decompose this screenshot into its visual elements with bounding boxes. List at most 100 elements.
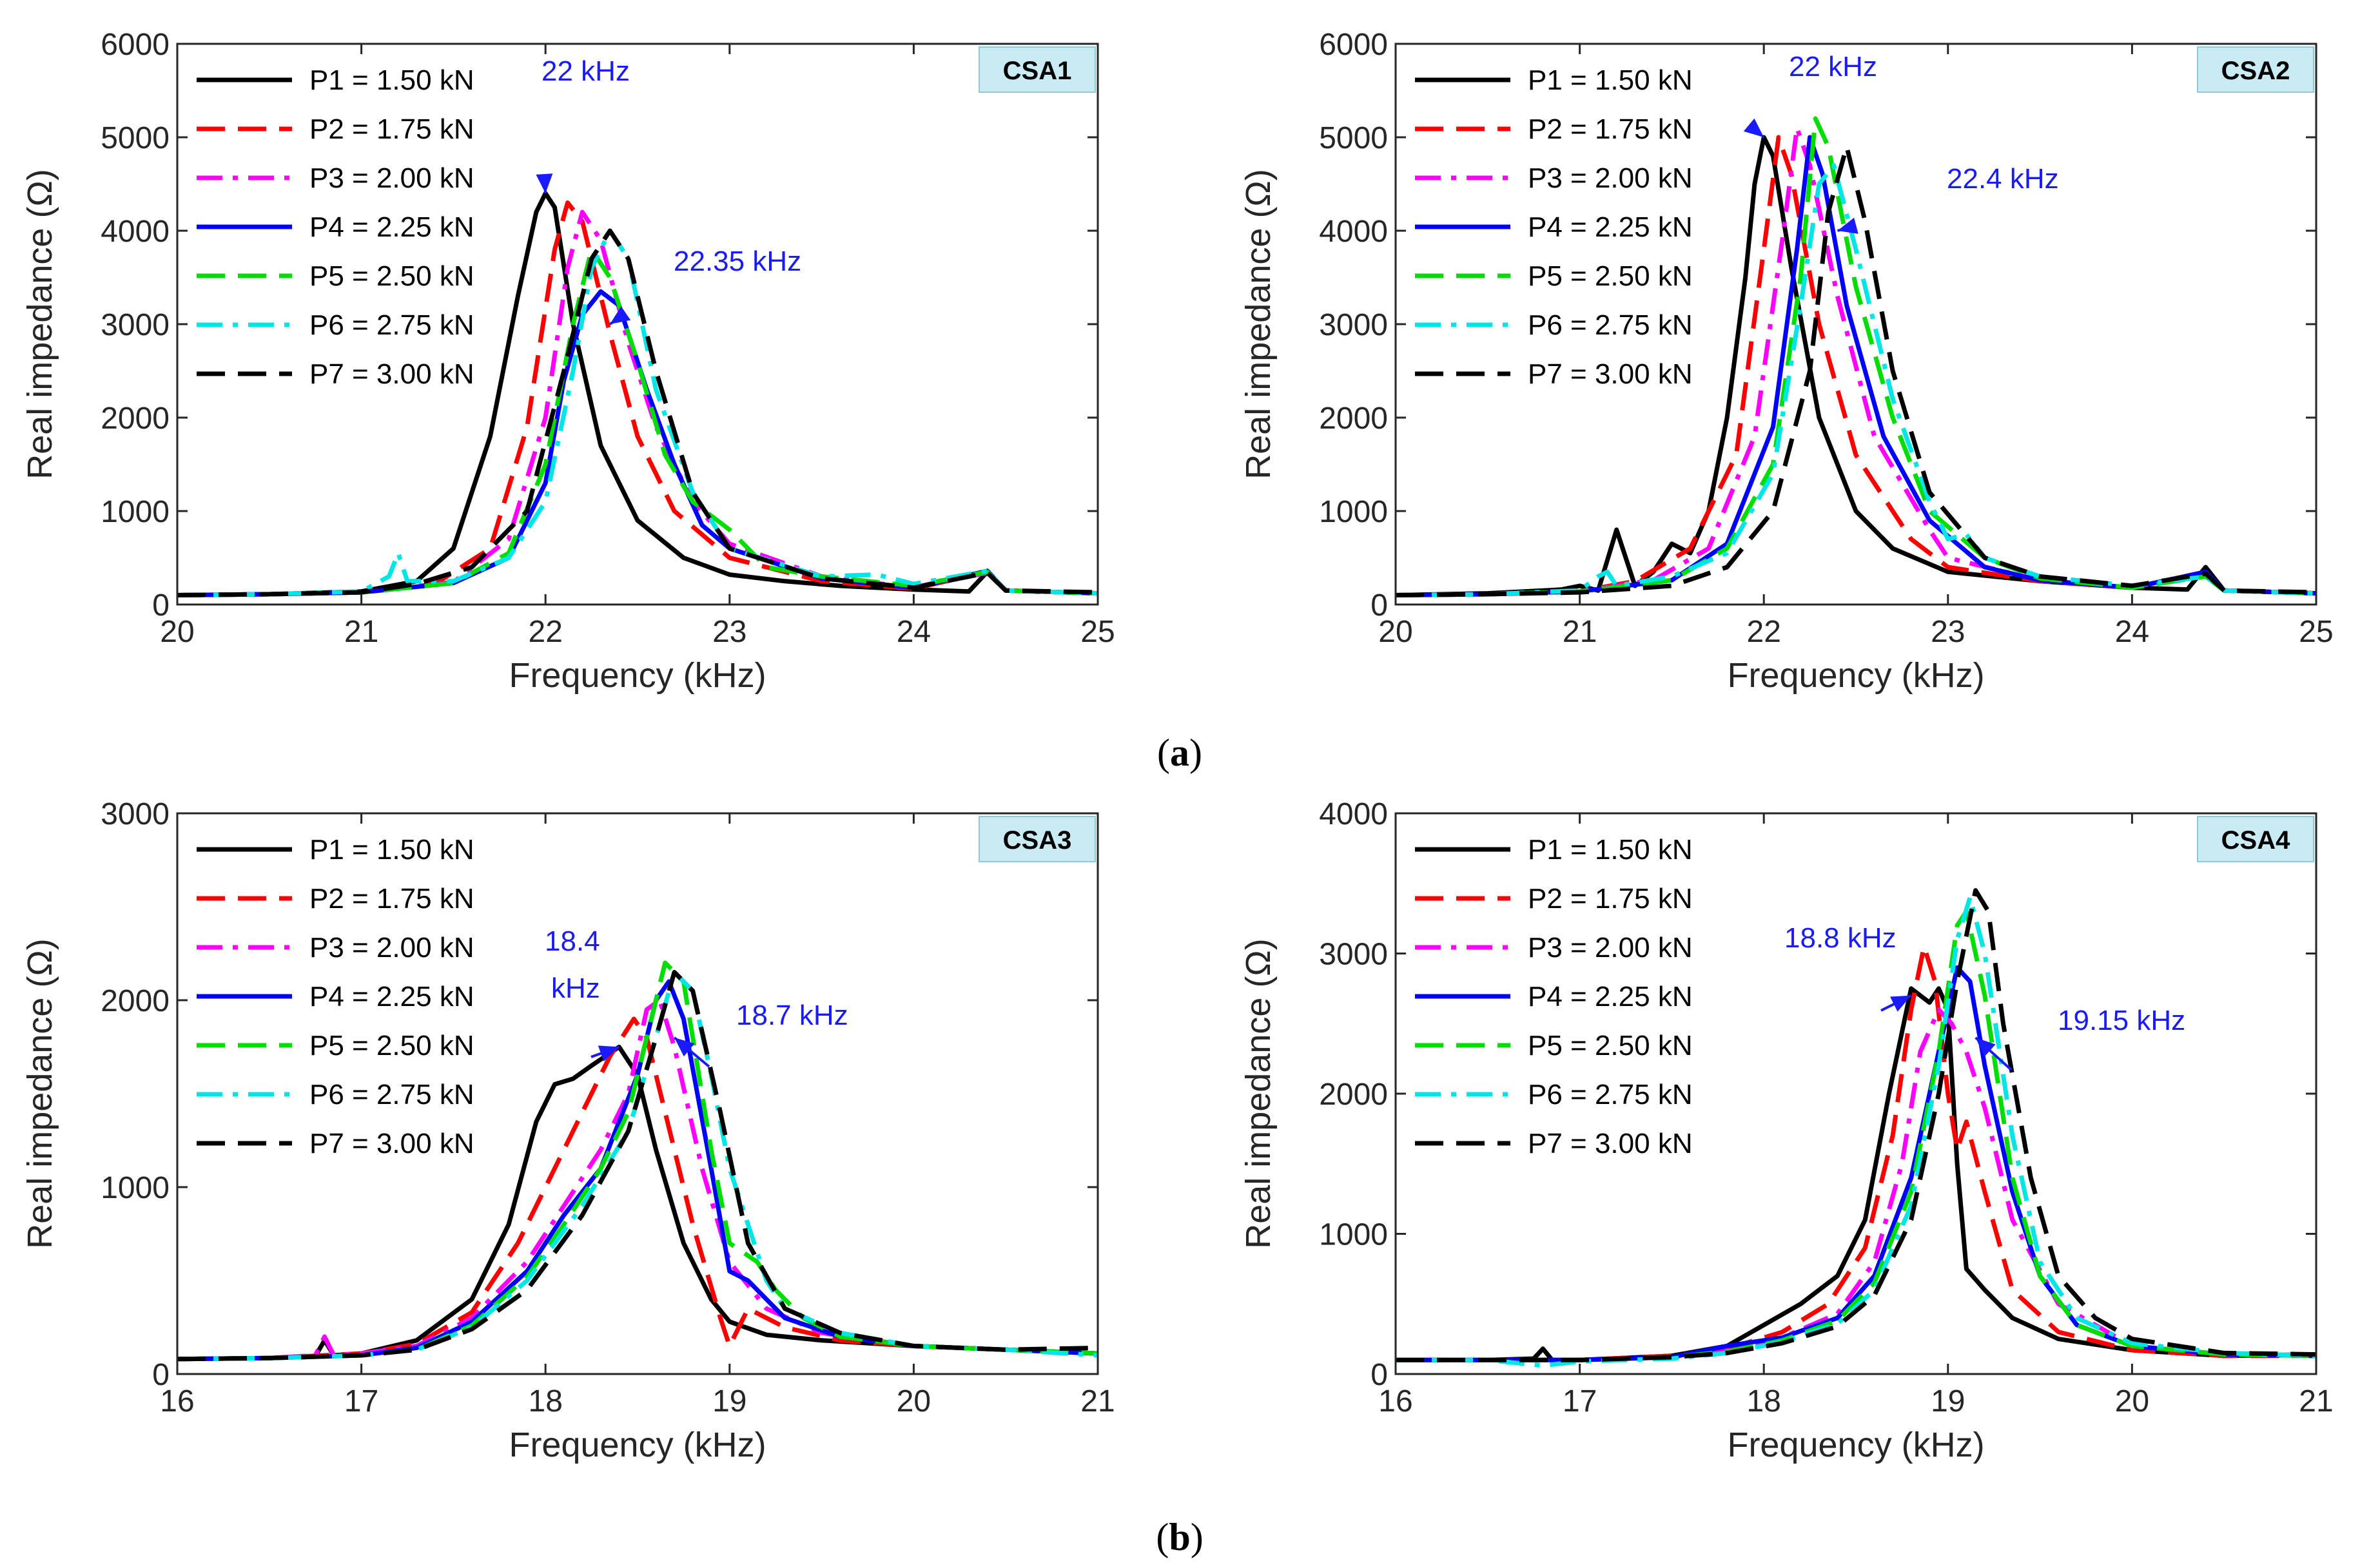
x-tick-label: 20 (2115, 1384, 2149, 1418)
legend-label-p5: P5 = 2.50 kN (309, 1030, 474, 1061)
y-tick-label: 0 (1370, 1358, 1388, 1392)
x-tick-label: 24 (897, 615, 931, 649)
legend-label-p5: P5 = 2.50 kN (1528, 260, 1693, 292)
x-tick-label: 16 (160, 1384, 194, 1418)
y-tick-label: 3000 (101, 797, 170, 831)
x-tick-label: 19 (712, 1384, 746, 1418)
legend-label-p1: P1 = 1.50 kN (1528, 834, 1693, 866)
chart-csa1: 20 21 22 23 24 25 0 1000 2000 3000 4000 5000 6000 Fre… (21, 28, 1115, 695)
annotation-arrow-head (674, 1038, 695, 1057)
legend: P1 = 1.50 kN P2 = 1.75 kN P3 = 2.00 kN P4 =… (1415, 64, 1693, 390)
annotation-text: 18.4 (545, 925, 600, 957)
y-tick-label: 1000 (1319, 495, 1388, 529)
x-tick-label: 22 (1747, 615, 1781, 649)
y-tick-label: 4000 (1319, 215, 1388, 249)
legend-label-p2: P2 = 1.75 kN (309, 883, 474, 915)
annotation-1: 18.4 kHz (545, 925, 620, 1061)
y-tick-label: 0 (152, 588, 170, 623)
legend-label-p1: P1 = 1.50 kN (1528, 64, 1693, 96)
panel-tag: CSA1 (1003, 57, 1072, 85)
x-tick-label: 21 (2299, 1384, 2333, 1418)
y-tick-label: 1000 (101, 1171, 170, 1205)
annotation-1: 22 kHz (536, 55, 630, 194)
x-axis-label: Frequency (kHz) (509, 656, 766, 695)
legend-label-p2: P2 = 1.75 kN (1528, 883, 1693, 915)
annotation-text: 22.4 kHz (1947, 163, 2059, 195)
y-tick-label: 2000 (101, 984, 170, 1018)
x-axis-label: Frequency (kHz) (509, 1426, 766, 1464)
x-axis-label: Frequency (kHz) (1727, 1426, 1984, 1464)
x-tick-label: 18 (529, 1384, 563, 1418)
series-line-p3 (177, 998, 1098, 1362)
series-line-p5 (1396, 116, 2316, 597)
annotation-arrow-head (1837, 217, 1858, 234)
x-tick-label: 17 (1563, 1384, 1597, 1418)
legend-label-p1: P1 = 1.50 kN (309, 834, 474, 866)
annotation-text: 19.15 kHz (2058, 1005, 2185, 1036)
series-group (177, 960, 1098, 1362)
legend-label-p6: P6 = 2.75 kN (309, 309, 474, 341)
y-tick-label: 1000 (1319, 1218, 1388, 1252)
x-tick-label: 25 (2299, 615, 2333, 649)
panel-tag: CSA4 (2221, 826, 2290, 855)
x-tick-label: 23 (712, 615, 746, 649)
legend-label-p3: P3 = 2.00 kN (309, 932, 474, 963)
annotation-text: 18.7 kHz (736, 1000, 848, 1031)
legend-label-p1: P1 = 1.50 kN (309, 64, 474, 96)
legend-label-p6: P6 = 2.75 kN (1528, 1079, 1693, 1110)
series-group (177, 191, 1098, 597)
series-line-p2 (177, 1016, 1098, 1362)
series-group (1396, 116, 2316, 597)
y-axis-label: Real impedance (Ω) (1239, 169, 1278, 479)
annotation-arrow-head (598, 1045, 619, 1061)
legend-label-p2: P2 = 1.75 kN (1528, 113, 1693, 145)
series-group (1396, 888, 2316, 1368)
x-tick-label: 23 (1931, 615, 1965, 649)
legend-label-p3: P3 = 2.00 kN (1528, 932, 1693, 963)
axes-frame (176, 812, 1099, 1375)
x-tick-label: 17 (344, 1384, 378, 1418)
x-tick-label: 18 (1747, 1384, 1781, 1418)
legend: P1 = 1.50 kN P2 = 1.75 kN P3 = 2.00 kN P4 =… (197, 64, 474, 390)
y-tick-label: 1000 (101, 495, 170, 529)
annotation-text: 22 kHz (541, 55, 630, 87)
x-tick-label: 21 (1080, 1384, 1115, 1418)
series-line-p7 (177, 970, 1098, 1362)
y-tick-label: 3000 (1319, 308, 1388, 342)
subfigure-label-b: (b) (1156, 1516, 1203, 1558)
legend-label-p4: P4 = 2.25 kN (1528, 211, 1693, 243)
series-line-p7 (1396, 888, 2316, 1362)
annotation-2: 22.35 kHz (609, 246, 801, 325)
legend: P1 = 1.50 kN P2 = 1.75 kN P3 = 2.00 kN P4 =… (197, 834, 474, 1159)
series-line-p4 (177, 979, 1098, 1362)
x-tick-label: 20 (897, 1384, 931, 1418)
annotation-text: 18.8 kHz (1784, 922, 1897, 954)
annotation-arrow-head (1890, 995, 1911, 1012)
legend-label-p4: P4 = 2.25 kN (309, 981, 474, 1012)
annotation-text: 22.35 kHz (674, 246, 801, 277)
series-line-p7 (1396, 144, 2316, 597)
annotation-arrow-head (610, 306, 631, 324)
subfigure-label-a: (a) (1157, 731, 1202, 774)
chart-csa4: 16 17 18 19 20 21 0 1000 2000 3000 4000 Frequency (… (1239, 797, 2334, 1464)
x-tick-label: 21 (344, 615, 378, 649)
y-axis-label: Real impedance (Ω) (21, 169, 59, 479)
legend-label-p5: P5 = 2.50 kN (309, 260, 474, 292)
x-tick-label: 19 (1931, 1384, 1965, 1418)
x-tick-label: 24 (2115, 615, 2149, 649)
x-tick-label: 22 (529, 615, 563, 649)
annotation-1: 22 kHz (1743, 51, 1877, 139)
x-tick-label: 20 (160, 615, 194, 649)
panel-tag: CSA2 (2221, 57, 2290, 85)
legend-label-p2: P2 = 1.75 kN (309, 113, 474, 145)
legend-label-p3: P3 = 2.00 kN (309, 162, 474, 194)
legend-label-p5: P5 = 2.50 kN (1528, 1030, 1693, 1061)
legend-label-p7: P7 = 3.00 kN (309, 358, 474, 390)
y-axis-label: Real impedance (Ω) (1239, 938, 1278, 1249)
y-tick-label: 5000 (101, 121, 170, 155)
y-tick-label: 4000 (1319, 797, 1388, 831)
legend-label-p7: P7 = 3.00 kN (309, 1128, 474, 1159)
legend-label-p7: P7 = 3.00 kN (1528, 1128, 1693, 1159)
annotation-arrow-head (536, 173, 553, 193)
series-line-p1 (177, 191, 1098, 597)
